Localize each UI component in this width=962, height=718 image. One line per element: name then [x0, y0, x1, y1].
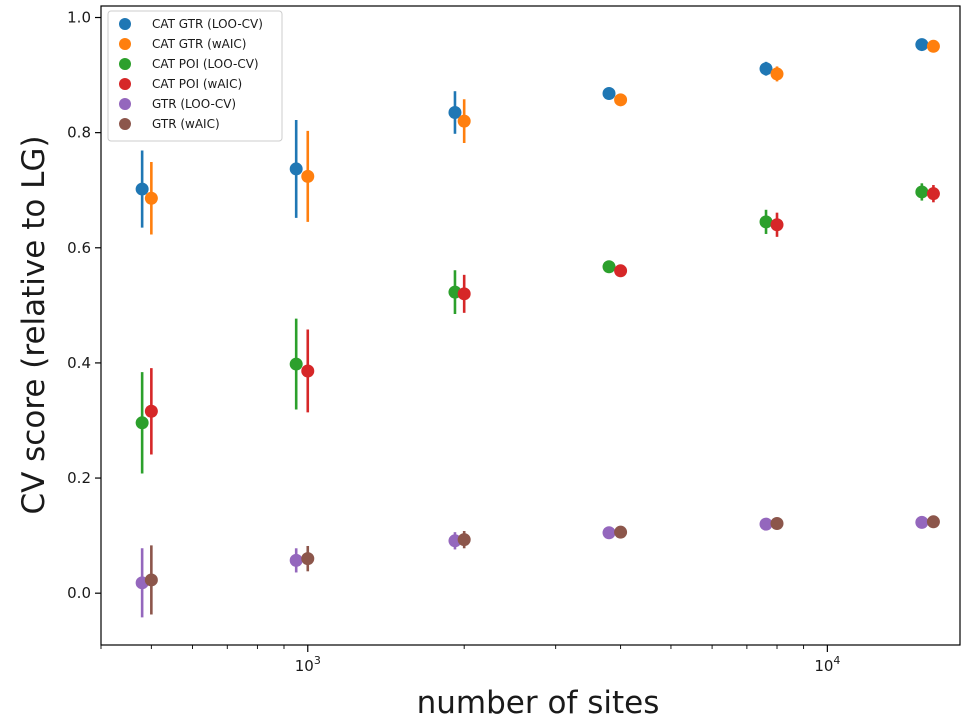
- legend: CAT GTR (LOO-CV) CAT GTR (wAIC) CAT POI (L…: [107, 10, 283, 142]
- data-point: [770, 218, 784, 232]
- data-point: [926, 515, 940, 529]
- data-point: [144, 404, 158, 418]
- data-point: [614, 264, 628, 278]
- data-point: [602, 260, 616, 274]
- y-axis-label: CV score (relative to LG): [16, 135, 52, 514]
- series-layer: [135, 38, 940, 618]
- data-point: [144, 573, 158, 587]
- series-1: [144, 39, 940, 235]
- data-point: [770, 517, 784, 531]
- x-tick-exponent: 4: [833, 654, 840, 667]
- data-point: [289, 553, 303, 567]
- x-tick-exponent: 3: [314, 654, 321, 667]
- data-point: [457, 533, 471, 547]
- legend-marker: [119, 118, 131, 130]
- data-point: [915, 515, 929, 529]
- legend-label: CAT GTR (LOO-CV): [152, 17, 263, 31]
- legend-label: CAT POI (LOO-CV): [152, 57, 259, 71]
- data-point: [457, 287, 471, 301]
- data-point: [289, 357, 303, 371]
- data-point: [915, 38, 929, 52]
- y-axis-ticks: 0.0 0.2 0.4 0.6 0.8 1.0: [67, 9, 101, 602]
- x-axis-label: number of sites: [417, 685, 660, 718]
- data-point: [915, 185, 929, 199]
- legend-marker: [119, 18, 131, 30]
- data-point: [135, 416, 149, 430]
- data-point: [759, 517, 773, 531]
- y-tick-label: 0.6: [67, 239, 91, 257]
- data-point: [301, 364, 315, 378]
- legend-marker: [119, 98, 131, 110]
- legend-label: GTR (LOO-CV): [152, 97, 236, 111]
- data-point: [602, 526, 616, 540]
- legend-frame: [107, 10, 283, 142]
- legend-label: GTR (wAIC): [152, 117, 220, 131]
- series-0: [135, 38, 929, 228]
- legend-marker: [119, 58, 131, 70]
- y-tick-label: 0.0: [67, 584, 91, 602]
- y-tick-label: 0.4: [67, 354, 91, 372]
- series-5: [144, 515, 940, 615]
- data-point: [448, 106, 462, 119]
- series-2: [135, 183, 929, 474]
- data-point: [614, 525, 628, 539]
- data-point: [301, 169, 315, 183]
- x-axis-ticks: 103 104: [100, 645, 840, 675]
- data-point: [770, 67, 784, 81]
- series-3: [144, 185, 940, 455]
- y-tick-label: 0.8: [67, 124, 91, 142]
- x-tick-base: 10: [295, 657, 314, 675]
- data-point: [926, 187, 940, 201]
- data-point: [926, 39, 940, 53]
- data-point: [301, 552, 315, 566]
- y-tick-label: 1.0: [67, 9, 91, 27]
- legend-marker: [119, 38, 131, 50]
- data-point: [759, 215, 773, 229]
- x-tick-base: 10: [814, 657, 833, 675]
- data-point: [289, 162, 303, 176]
- x-tick-label: 104: [814, 654, 840, 675]
- legend-label: CAT GTR (wAIC): [152, 37, 246, 51]
- data-point: [144, 191, 158, 205]
- data-point: [602, 87, 616, 101]
- y-tick-label: 0.2: [67, 469, 91, 487]
- data-point: [135, 182, 149, 196]
- legend-marker: [119, 78, 131, 90]
- data-point: [457, 114, 471, 128]
- data-point: [759, 62, 773, 76]
- data-point: [614, 93, 628, 107]
- x-tick-label: 103: [295, 654, 321, 675]
- legend-label: CAT POI (wAIC): [152, 77, 242, 91]
